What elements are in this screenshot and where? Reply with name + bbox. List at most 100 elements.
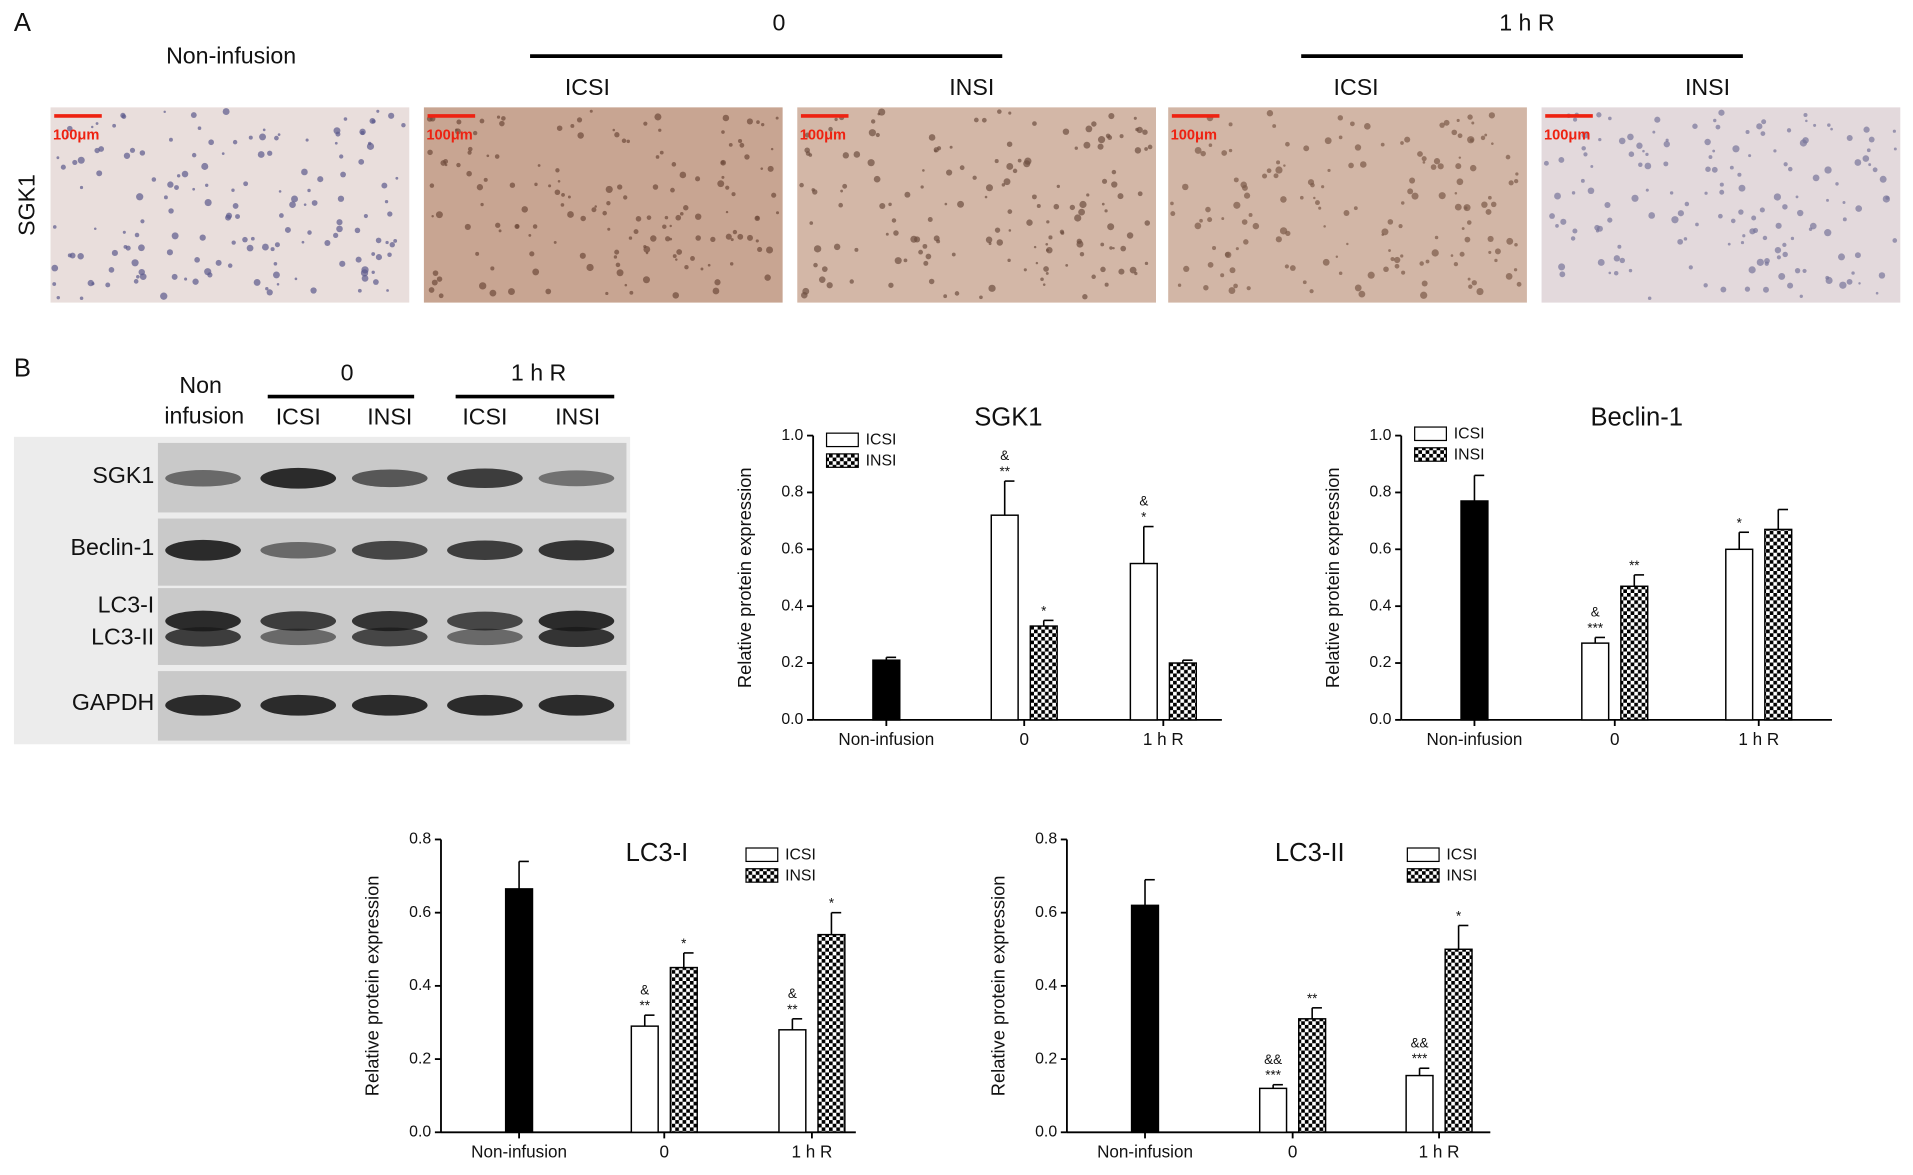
cell bbox=[1006, 163, 1014, 170]
cell bbox=[163, 195, 168, 200]
cell bbox=[813, 262, 818, 268]
cell bbox=[744, 154, 750, 160]
cell bbox=[334, 141, 338, 145]
cell bbox=[1031, 194, 1037, 200]
cell bbox=[1718, 109, 1725, 116]
y-tick-label: 0.8 bbox=[1369, 484, 1391, 501]
cell bbox=[1074, 146, 1078, 150]
cell bbox=[436, 276, 443, 282]
y-axis-label: Relative protein expression bbox=[1322, 467, 1343, 688]
cell bbox=[801, 291, 808, 299]
cell bbox=[1228, 148, 1233, 153]
legend-label: INSI bbox=[1446, 867, 1477, 884]
y-axis-label: Relative protein expression bbox=[988, 876, 1009, 1097]
cell bbox=[120, 112, 126, 119]
cell bbox=[664, 215, 669, 220]
cell bbox=[633, 229, 639, 235]
cell bbox=[1711, 166, 1718, 173]
cell bbox=[1085, 125, 1093, 133]
cell bbox=[1671, 216, 1679, 224]
cell bbox=[250, 236, 255, 241]
cell bbox=[67, 125, 73, 132]
cell bbox=[676, 249, 683, 255]
cell bbox=[1608, 271, 1612, 275]
cell bbox=[646, 215, 652, 220]
cell bbox=[721, 130, 725, 134]
cell bbox=[1346, 242, 1349, 246]
y-tick-label: 1.0 bbox=[1369, 427, 1391, 444]
cell bbox=[289, 201, 296, 209]
cell bbox=[690, 256, 695, 261]
cell bbox=[1083, 141, 1091, 149]
cell bbox=[168, 208, 174, 214]
cell bbox=[1790, 236, 1795, 241]
scale-bar-label: 100μm bbox=[800, 127, 846, 143]
bar bbox=[1130, 904, 1160, 1134]
cell bbox=[261, 243, 269, 251]
y-tick-label: 0.8 bbox=[781, 484, 803, 501]
cell bbox=[388, 112, 395, 119]
cell bbox=[1133, 116, 1137, 120]
cell bbox=[1433, 158, 1441, 165]
cell bbox=[253, 278, 261, 286]
cell bbox=[671, 162, 677, 167]
cell bbox=[1035, 261, 1039, 265]
cell bbox=[1613, 270, 1619, 276]
cell bbox=[643, 245, 647, 249]
x-tick-label: 1 h R bbox=[1419, 1143, 1460, 1162]
y-tick-label: 1.0 bbox=[781, 427, 803, 444]
cell bbox=[192, 187, 196, 191]
cell bbox=[1243, 192, 1251, 199]
cell bbox=[602, 210, 607, 216]
cell bbox=[1760, 131, 1766, 136]
scale-bar-label: 100μm bbox=[1544, 127, 1590, 143]
cell bbox=[166, 249, 173, 256]
cell bbox=[225, 214, 232, 221]
legend-swatch bbox=[1406, 847, 1440, 863]
cell bbox=[105, 282, 111, 288]
blot-band bbox=[165, 610, 241, 632]
cell bbox=[944, 202, 948, 206]
cell bbox=[1324, 137, 1332, 145]
cell bbox=[87, 279, 94, 287]
cell bbox=[1558, 263, 1566, 271]
cell bbox=[949, 145, 953, 149]
bar bbox=[1258, 1087, 1288, 1134]
row-label: Beclin-1 bbox=[71, 534, 155, 560]
significance-label: && bbox=[1411, 1035, 1429, 1050]
cell bbox=[756, 120, 760, 124]
cell bbox=[695, 235, 701, 241]
cell bbox=[1506, 237, 1514, 245]
cell bbox=[554, 189, 561, 195]
cell bbox=[621, 138, 627, 144]
bar-chart: LC3-I Relative protein expression 0.0 0.2 0.… bbox=[362, 831, 856, 1162]
cell bbox=[1354, 144, 1362, 151]
cell bbox=[190, 112, 197, 118]
cell bbox=[1607, 217, 1613, 223]
cell bbox=[1742, 234, 1746, 238]
cell bbox=[1400, 254, 1404, 258]
cell bbox=[767, 165, 774, 172]
cell bbox=[1040, 277, 1044, 281]
cell bbox=[475, 251, 480, 256]
cell bbox=[207, 272, 213, 278]
cell bbox=[67, 253, 72, 258]
cell bbox=[984, 195, 988, 199]
blot-band bbox=[351, 540, 428, 560]
cell bbox=[612, 128, 616, 132]
cell bbox=[1289, 265, 1296, 271]
blot-band bbox=[351, 627, 428, 647]
cell bbox=[579, 252, 586, 259]
cell bbox=[1007, 258, 1011, 263]
cell bbox=[1323, 225, 1326, 228]
group-label: 1 h R bbox=[1499, 10, 1554, 36]
cell bbox=[833, 243, 841, 251]
cell bbox=[333, 127, 341, 135]
cell bbox=[1394, 256, 1401, 264]
cell bbox=[1464, 236, 1471, 243]
cell bbox=[885, 232, 889, 236]
significance-label: & bbox=[640, 982, 649, 997]
cell bbox=[1205, 206, 1211, 213]
cell bbox=[1401, 270, 1406, 275]
cell bbox=[1056, 184, 1060, 189]
